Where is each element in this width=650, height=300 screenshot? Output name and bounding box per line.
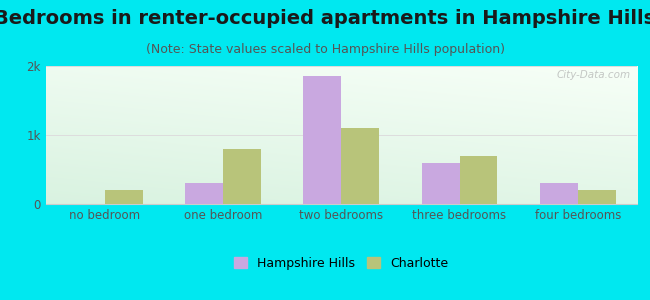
Bar: [341, 128, 379, 204]
Bar: [185, 183, 223, 204]
Bar: [105, 190, 142, 204]
Bar: [578, 190, 616, 204]
Text: City-Data.com: City-Data.com: [557, 70, 631, 80]
Bar: [540, 183, 578, 204]
Text: (Note: State values scaled to Hampshire Hills population): (Note: State values scaled to Hampshire …: [146, 44, 504, 56]
Bar: [223, 149, 261, 204]
Bar: [460, 156, 497, 204]
Text: Bedrooms in renter-occupied apartments in Hampshire Hills: Bedrooms in renter-occupied apartments i…: [0, 9, 650, 28]
Bar: [422, 163, 460, 204]
Bar: [304, 76, 341, 204]
Legend: Hampshire Hills, Charlotte: Hampshire Hills, Charlotte: [235, 256, 448, 269]
